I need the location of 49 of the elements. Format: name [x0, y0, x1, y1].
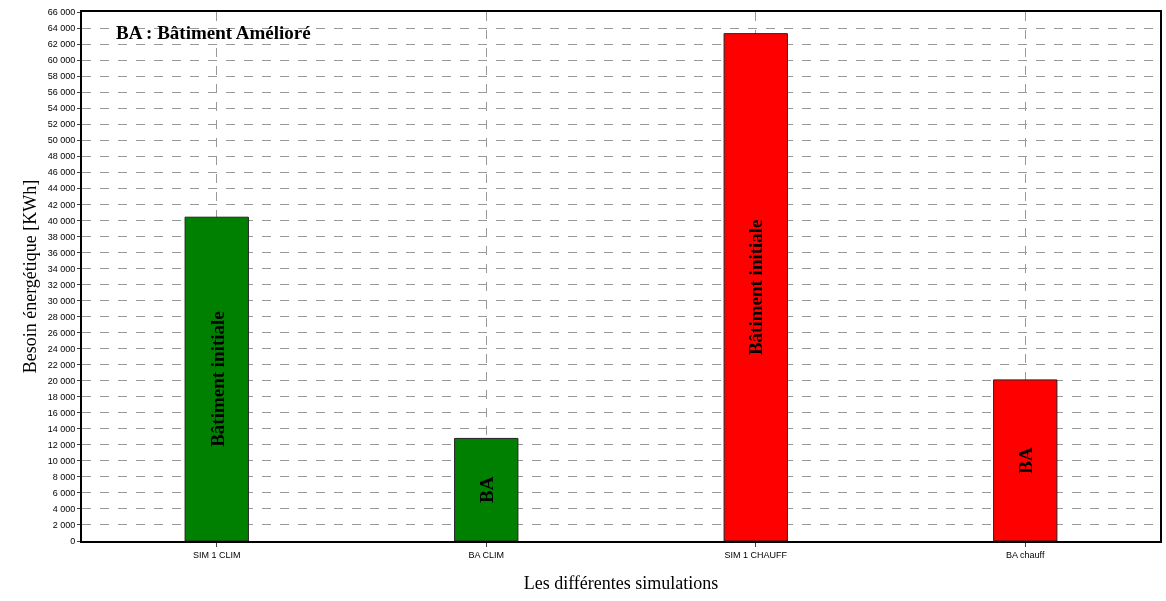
y-tick-label: 18 000	[47, 391, 76, 402]
y-tick-label: 46 000	[47, 167, 76, 178]
y-tick-label: 64 000	[47, 23, 76, 34]
y-tick-label: 32 000	[47, 279, 76, 290]
y-tick-label: 20 000	[47, 375, 76, 386]
y-tick-label: 8 000	[52, 472, 76, 483]
y-tick-label: 58 000	[47, 71, 76, 82]
y-tick-label: 24 000	[47, 343, 76, 354]
bar	[993, 379, 1058, 541]
x-tick-label: SIM 1 CHAUFF	[724, 549, 788, 560]
y-tick-label: 14 000	[47, 423, 76, 434]
y-tick-label: 48 000	[47, 151, 76, 162]
y-tick-label: 44 000	[47, 183, 76, 194]
annotation: Bâtiment initiale	[206, 311, 228, 447]
y-tick-label: 38 000	[47, 231, 76, 242]
x-tick-label: BA CLIM	[468, 549, 505, 560]
y-tick-label: 4 000	[52, 504, 76, 515]
y-tick-label: 6 000	[52, 488, 76, 499]
y-tick-label: 22 000	[47, 359, 76, 370]
y-tick-label: 66 000	[47, 7, 76, 18]
annotation: BA	[475, 476, 497, 503]
y-tick-label: 10 000	[47, 456, 76, 466]
y-tick-label: 34 000	[47, 263, 76, 274]
bar	[723, 33, 788, 541]
y-tick-label: 2 000	[52, 520, 76, 531]
annotation: BA : Bâtiment Amélioré	[116, 22, 311, 43]
y-tick-label: 56 000	[47, 87, 76, 98]
y-tick-label: 26 000	[47, 327, 76, 338]
y-tick-label: 40 000	[47, 215, 76, 226]
y-tick-label: 52 000	[47, 119, 76, 130]
y-tick-label: 12 000	[47, 439, 76, 450]
y-tick-label: 54 000	[47, 103, 76, 114]
y-tick-label: 36 000	[47, 247, 76, 258]
x-axis-title: Les différentes simulations	[523, 573, 719, 594]
y-tick-label: 0	[70, 536, 76, 547]
x-tick-label: BA chauff	[1006, 549, 1045, 560]
y-tick-label: 30 000	[47, 295, 76, 306]
annotation: BA	[1014, 447, 1036, 474]
y-tick-label: 28 000	[47, 311, 76, 322]
y-tick-label: 62 000	[47, 39, 76, 50]
y-axis-title: Besoin énergétique [KWh]	[20, 179, 41, 374]
bar	[184, 216, 249, 541]
y-tick-label: 42 000	[47, 199, 76, 210]
y-tick-label: 16 000	[47, 407, 76, 418]
annotation: Bâtiment initiale	[745, 219, 767, 356]
y-tick-label: 50 000	[47, 135, 76, 146]
y-tick-label: 60 000	[47, 55, 76, 66]
bar	[454, 437, 519, 541]
x-tick-label: SIM 1 CLIM	[192, 549, 241, 560]
